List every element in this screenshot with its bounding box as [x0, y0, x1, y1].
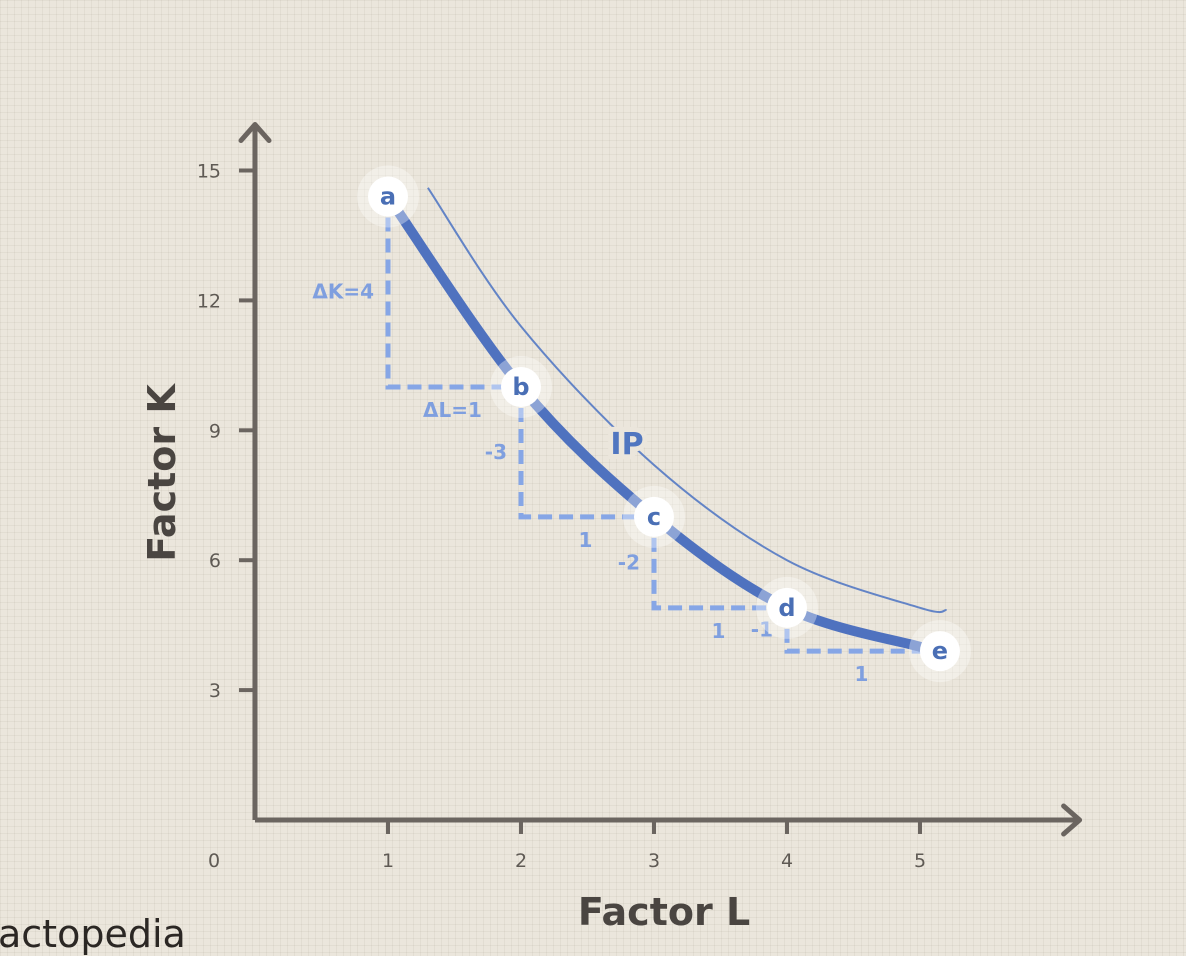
- x-tick-label: 3: [648, 850, 660, 872]
- step-dashed-line: [518, 387, 654, 520]
- delta-k-label: -2: [618, 550, 640, 574]
- point-marker: [919, 631, 960, 672]
- point-marker: [634, 496, 674, 537]
- axes: [238, 122, 1083, 837]
- step-dashed-line: [784, 607, 940, 654]
- point-label: c: [647, 503, 661, 531]
- x-tick-label: 4: [781, 850, 793, 872]
- step-dashed-line: [385, 196, 521, 390]
- point-marker: [767, 587, 807, 628]
- delta-l-label: 1: [712, 619, 726, 643]
- point-label: b: [512, 373, 529, 401]
- x-axis-title: Factor L: [578, 890, 750, 934]
- isoquant-outer-curve: [427, 187, 947, 614]
- y-tick-label: 12: [197, 290, 221, 312]
- x-tick-label: 2: [515, 850, 527, 872]
- y-tick-label: 15: [197, 161, 221, 183]
- y-axis-arrowhead: [238, 122, 272, 144]
- points: a b c d e: [357, 165, 971, 683]
- y-tick-label: 3: [209, 680, 221, 702]
- delta-k-label: -1: [751, 617, 773, 641]
- y-axis-title: Factor K: [140, 383, 184, 562]
- x-tick-label: 5: [914, 850, 926, 872]
- step-triangles: ΔK=4 ΔL=1-3 1 -2 1 -1 1: [312, 196, 940, 686]
- step-dashed-line: [651, 516, 787, 611]
- delta-l-label: 1: [579, 528, 593, 552]
- point-label: e: [932, 637, 948, 665]
- delta-k-label: ΔK=4: [312, 280, 374, 304]
- x-axis-arrowhead: [1061, 803, 1083, 837]
- delta-l-label: ΔL=1: [423, 398, 482, 422]
- point-label: d: [778, 594, 795, 622]
- delta-k-label: -3: [485, 440, 507, 464]
- ip-label: IP: [610, 427, 643, 462]
- point-marker: [368, 176, 408, 217]
- point-marker: [501, 367, 541, 407]
- y-tick-label: 6: [209, 550, 221, 572]
- origin-label: 0: [208, 850, 220, 872]
- footer-caption: actopedia: [0, 912, 186, 956]
- point-label: a: [380, 182, 396, 210]
- y-tick-label: 9: [209, 420, 221, 442]
- delta-l-label: 1: [855, 662, 869, 686]
- x-tick-label: 1: [382, 850, 394, 872]
